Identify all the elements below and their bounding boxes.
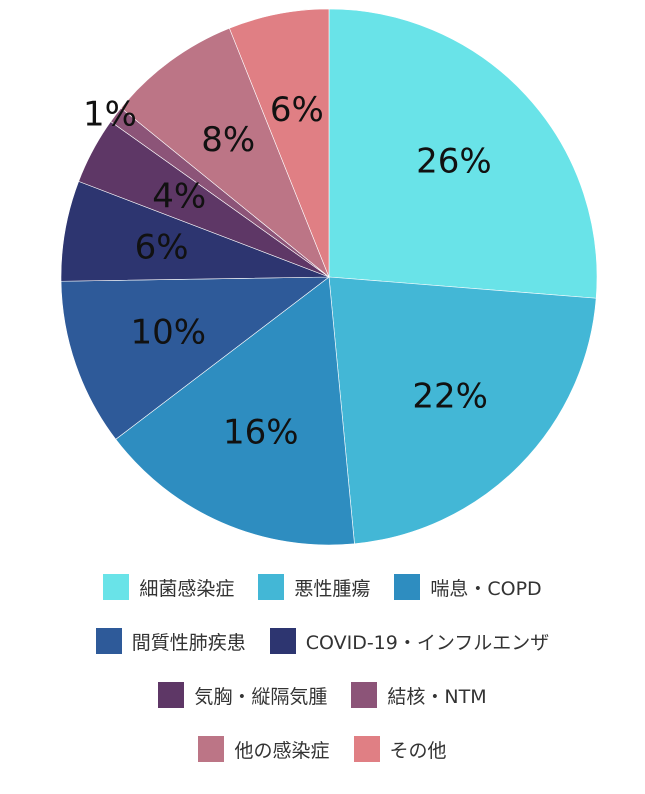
legend-item-tuberculosis-ntm: 結核・NTM xyxy=(351,682,487,709)
legend-row: 気胸・縦隔気腫 結核・NTM xyxy=(0,668,645,722)
legend-swatch xyxy=(95,628,122,654)
data-label-other: 6% xyxy=(270,90,324,130)
legend-swatch xyxy=(394,574,421,600)
legend-item-interstitial-lung-disease: 間質性肺疾患 xyxy=(95,628,246,655)
pie-slice-bacterial-infection xyxy=(328,8,598,299)
pie-chart: 26% 22% 16% 10% 6% 4% 1% 8% 6% xyxy=(60,8,598,546)
legend-item-other: その他 xyxy=(353,736,447,763)
legend-swatch xyxy=(158,682,185,708)
legend-item-covid-influenza: COVID-19・インフルエンザ xyxy=(269,628,550,655)
legend-label: COVID-19・インフルエンザ xyxy=(305,631,550,654)
pie-slice-other-infection xyxy=(120,27,330,278)
pie-slice-other xyxy=(228,8,330,278)
legend-swatch xyxy=(269,628,296,654)
legend-row: 細菌感染症 悪性腫瘍 喘息・COPD xyxy=(0,560,645,614)
legend-label: 喘息・COPD xyxy=(430,577,542,600)
legend-label: 細菌感染症 xyxy=(139,577,235,600)
legend-swatch xyxy=(198,736,225,762)
legend-swatch xyxy=(103,574,130,600)
legend-label: 他の感染症 xyxy=(234,739,330,762)
data-label-malignant-tumor: 22% xyxy=(412,376,488,416)
legend-label: 気胸・縦隔気腫 xyxy=(194,685,328,708)
legend-swatch xyxy=(351,682,378,708)
legend-item-other-infection: 他の感染症 xyxy=(198,736,330,763)
pie-slice-asthma-copd xyxy=(115,276,355,546)
legend-item-malignant-tumor: 悪性腫瘍 xyxy=(258,574,370,601)
legend-swatch xyxy=(258,574,285,600)
legend-row: 間質性肺疾患 COVID-19・インフルエンザ xyxy=(0,614,645,668)
legend-label: 結核・NTM xyxy=(387,685,487,708)
data-label-covid-influenza: 6% xyxy=(135,228,189,268)
data-label-bacterial-infection: 26% xyxy=(416,142,492,182)
data-label-pneumothorax: 4% xyxy=(152,177,206,217)
data-label-asthma-copd: 16% xyxy=(223,413,299,453)
data-label-other-infection: 8% xyxy=(201,120,255,160)
legend-label: 悪性腫瘍 xyxy=(294,577,371,600)
legend: 細菌感染症 悪性腫瘍 喘息・COPD 間質性肺疾患 COVID-19・インフルエ… xyxy=(0,560,645,776)
legend-label: 間質性肺疾患 xyxy=(131,631,246,654)
pie-slice-interstitial-lung-disease xyxy=(60,276,330,440)
legend-row: 他の感染症 その他 xyxy=(0,722,645,776)
legend-item-asthma-copd: 喘息・COPD xyxy=(394,574,542,601)
pie-slice-malignant-tumor xyxy=(328,276,597,545)
legend-swatch xyxy=(353,736,380,762)
data-label-interstitial-lung-disease: 10% xyxy=(131,313,207,353)
legend-label: その他 xyxy=(389,739,447,762)
data-label-tuberculosis-ntm: 1% xyxy=(83,95,137,135)
legend-item-bacterial-infection: 細菌感染症 xyxy=(103,574,234,601)
legend-item-pneumothorax: 気胸・縦隔気腫 xyxy=(158,682,327,709)
